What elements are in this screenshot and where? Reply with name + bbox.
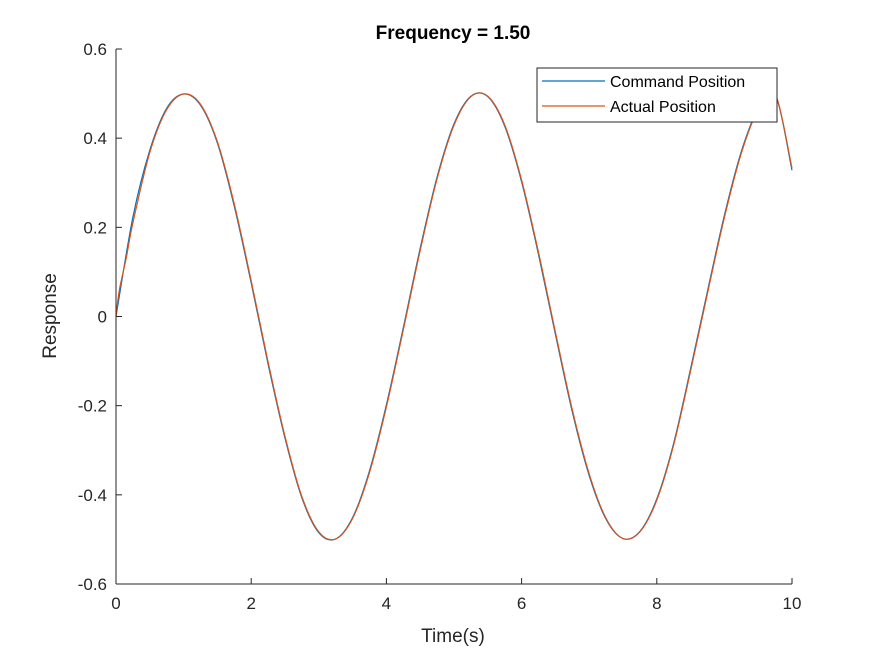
x-tick-label: 2 (246, 594, 255, 613)
y-tick-label: 0 (98, 308, 107, 327)
y-tick-label: -0.4 (78, 486, 107, 505)
x-tick-label: 0 (111, 594, 120, 613)
x-tick-label: 4 (382, 594, 391, 613)
y-tick-label: 0.4 (83, 129, 107, 148)
x-tick-label: 8 (652, 594, 661, 613)
axes-layer: 0 2 4 6 8 10 -0.6 -0.4 -0.2 0 0.2 0.4 0.6 (78, 40, 802, 613)
x-tick-label: 6 (517, 594, 526, 613)
legend-label-2: Actual Position (610, 99, 716, 116)
legend-box (536, 67, 778, 123)
y-tick-label: 0.6 (83, 40, 107, 59)
x-axis-label: Time(s) (421, 626, 485, 647)
legend: Command Position Actual Position (536, 67, 778, 123)
series-line-2 (115, 90, 793, 541)
y-tick-label: 0.2 (83, 218, 107, 237)
series-layer (115, 90, 793, 541)
y-tick-label: -0.2 (78, 397, 107, 416)
legend-label-1: Command Position (610, 74, 745, 91)
y-axis-label: Response (40, 273, 61, 359)
y-tick-label: -0.6 (78, 575, 107, 594)
x-tick-label: 10 (783, 594, 802, 613)
chart-title: Frequency = 1.50 (376, 23, 531, 44)
